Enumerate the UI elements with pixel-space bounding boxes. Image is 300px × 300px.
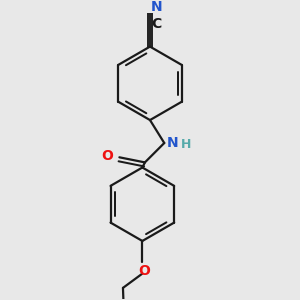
Text: H: H: [181, 137, 191, 151]
Text: N: N: [167, 136, 178, 150]
Text: O: O: [138, 264, 150, 278]
Text: N: N: [151, 0, 162, 14]
Text: C: C: [151, 17, 161, 31]
Text: O: O: [101, 149, 113, 163]
